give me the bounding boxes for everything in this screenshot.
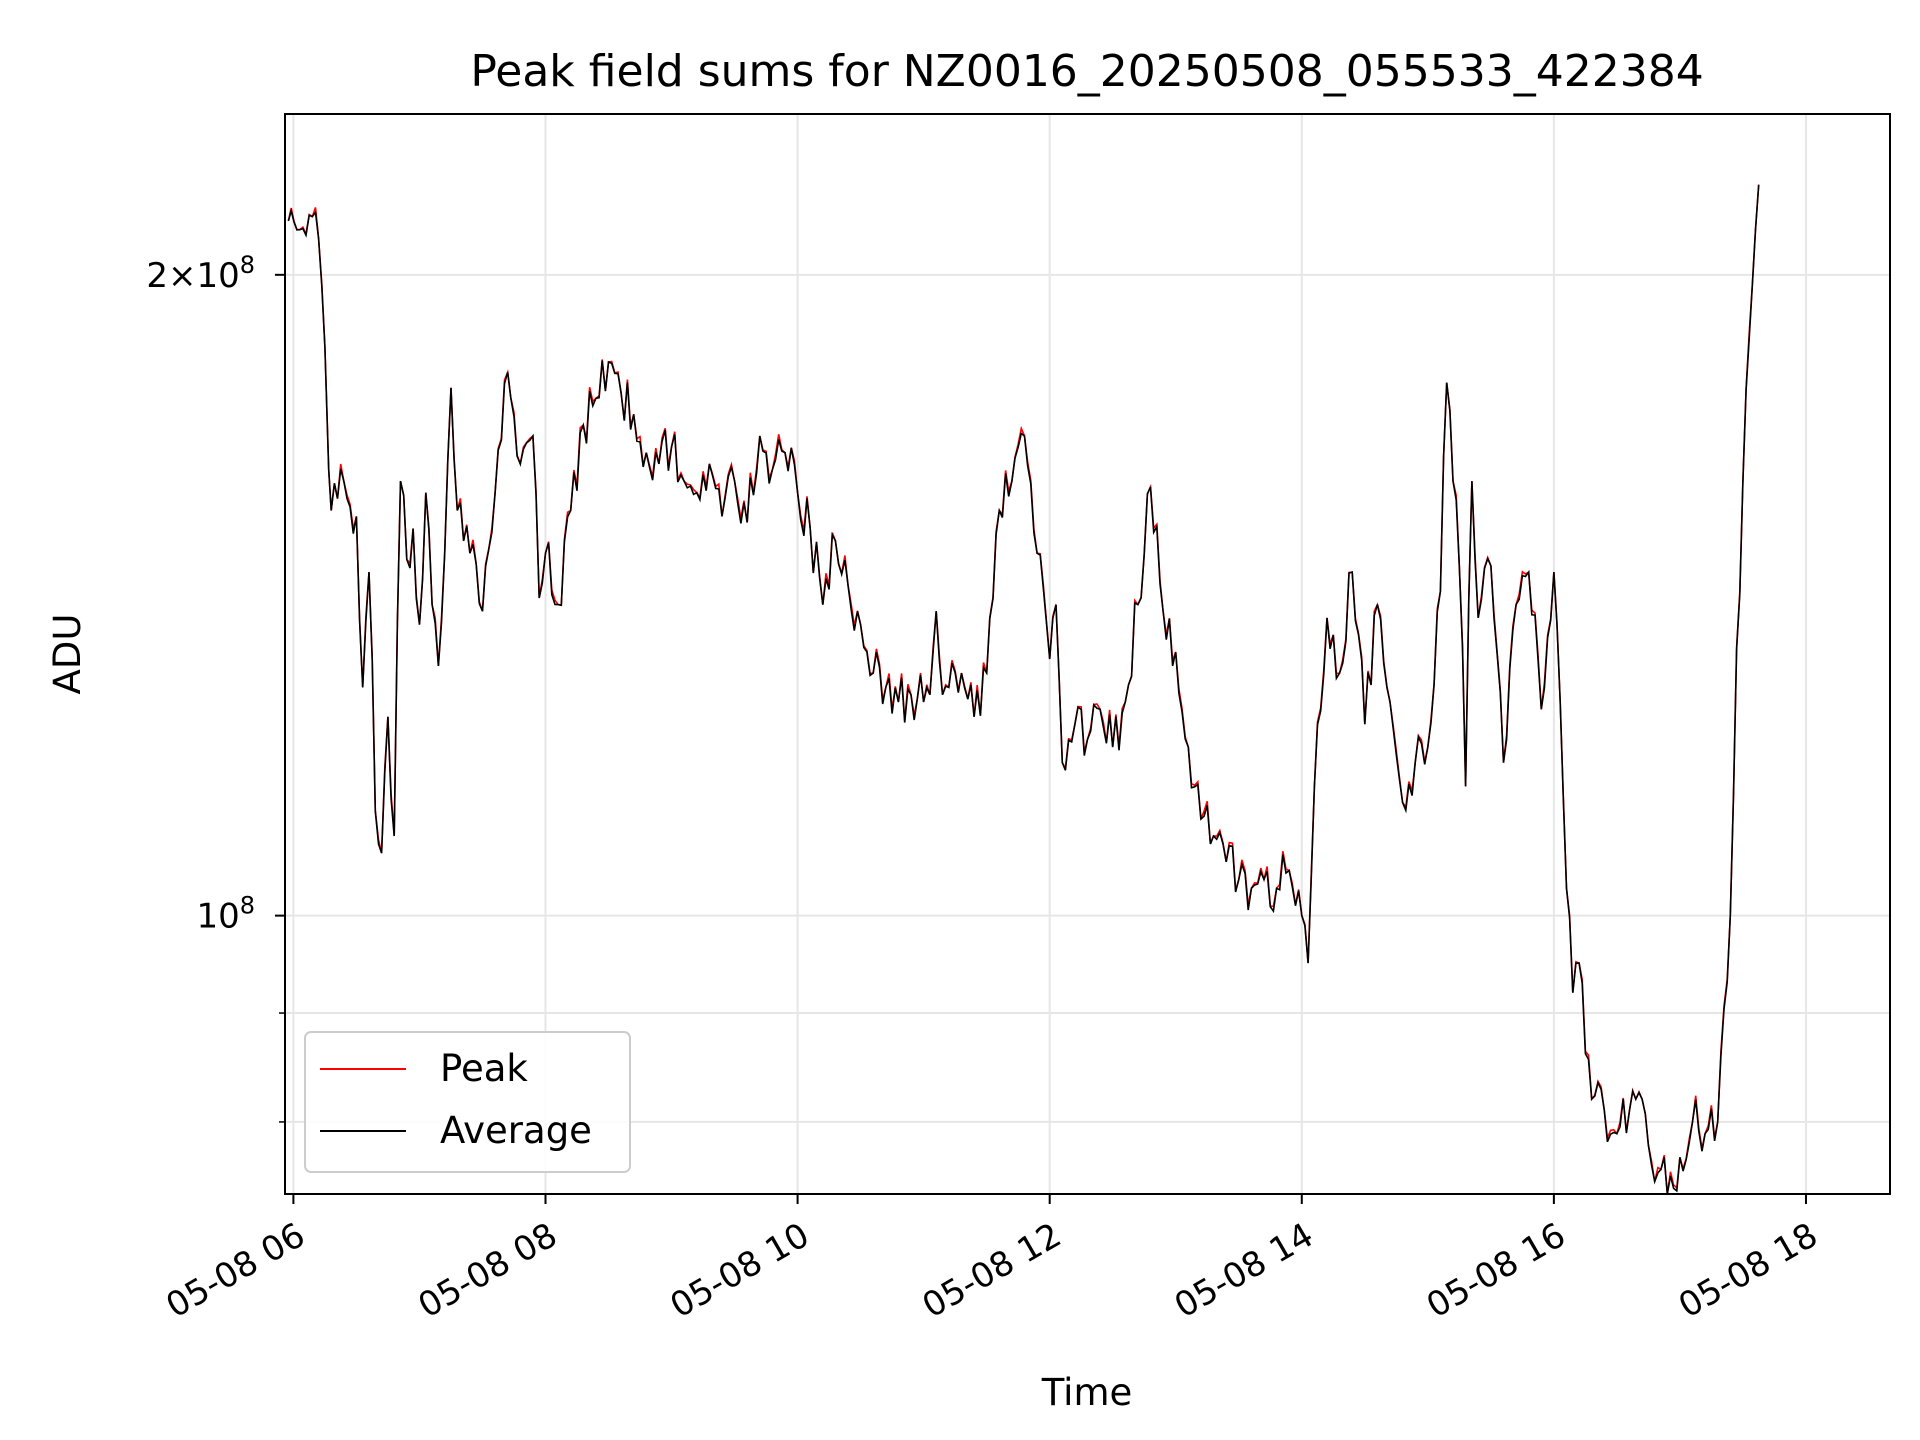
y-tick-label: 108: [196, 892, 255, 937]
grid: [285, 114, 1890, 1194]
y-tick-label: 2×108: [146, 251, 255, 296]
legend-label-average: Average: [440, 1109, 592, 1152]
chart-title: Peak field sums for NZ0016_20250508_0555…: [470, 46, 1703, 97]
x-axis: 05-08 06 05-08 08 05-08 10 05-08 12 05-08 14…: [160, 1194, 1824, 1326]
legend: Peak Average: [304, 1031, 631, 1173]
x-tick-label: 05-08 10: [664, 1215, 816, 1326]
x-tick-label: 05-08 18: [1672, 1215, 1824, 1326]
series-line-average: [287, 184, 1760, 1194]
x-axis-label: Time: [1041, 1371, 1133, 1414]
series-lines: [287, 184, 1760, 1194]
x-tick-label: 05-08 08: [412, 1215, 564, 1326]
legend-label-peak: Peak: [440, 1047, 528, 1090]
x-tick-label: 05-08 12: [916, 1215, 1068, 1326]
plot-frame: [284, 113, 1891, 1195]
legend-box: [304, 1031, 631, 1173]
y-axis-label: ADU: [46, 614, 89, 695]
x-tick-label: 05-08 16: [1420, 1215, 1572, 1326]
y-axis: 108 2×108: [146, 251, 285, 1123]
x-tick-label: 05-08 14: [1168, 1215, 1320, 1326]
x-tick-label: 05-08 06: [160, 1215, 312, 1326]
